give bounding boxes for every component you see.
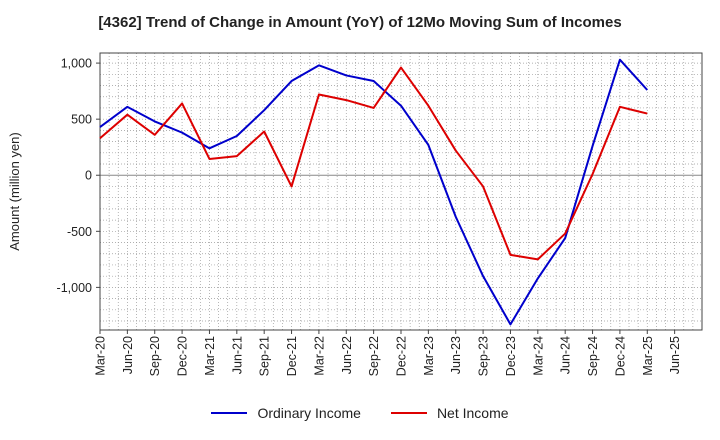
y-tick-label: -500 [67, 225, 92, 239]
series-line-ordinary-income [99, 58, 649, 326]
x-tick-label: Dec-22 [395, 336, 409, 376]
x-tick-label: Sep-23 [477, 336, 491, 376]
x-tick-label: Mar-23 [422, 336, 436, 376]
legend: Ordinary Income Net Income [0, 405, 720, 421]
x-tick-label: Mar-21 [203, 336, 217, 376]
chart-title: [4362] Trend of Change in Amount (YoY) o… [98, 14, 622, 31]
x-tick-label: Mar-22 [312, 336, 326, 376]
y-tick-label: -1,000 [57, 281, 92, 295]
x-tick-label: Jun-24 [559, 336, 573, 374]
x-tick-label: Dec-23 [504, 336, 518, 376]
x-tick-label: Dec-24 [613, 336, 627, 376]
x-tick-label: Sep-24 [586, 336, 600, 376]
x-tick-label: Jun-23 [449, 336, 463, 374]
legend-item-net-income: Net Income [390, 405, 509, 421]
line-chart: -1,000 -500 0 500 1,000 Mar-20 Jun-20 Sep-20 Dec… [7, 52, 703, 376]
x-tick-label: Dec-20 [176, 336, 190, 376]
y-tick-label: 0 [85, 169, 92, 183]
x-tick-label: Jun-20 [121, 336, 135, 374]
y-axis-label: Amount (million yen) [7, 132, 22, 251]
x-tick-label: Sep-22 [367, 336, 381, 376]
legend-label-ordinary-income: Ordinary Income [257, 405, 361, 421]
x-tick-label: Jun-25 [668, 336, 682, 374]
x-tick-label: Jun-22 [340, 336, 354, 374]
legend-label-net-income: Net Income [436, 405, 509, 421]
x-tick-label: Sep-20 [148, 336, 162, 376]
x-tick-label: Mar-25 [641, 336, 655, 376]
x-tick-label: Sep-21 [258, 336, 272, 376]
legend-swatch-ordinary-income [211, 412, 248, 414]
x-tick-label: Dec-21 [285, 336, 299, 376]
legend-item-ordinary-income: Ordinary Income [211, 405, 361, 421]
x-tick-label: Mar-24 [531, 336, 545, 376]
x-tick-label: Mar-20 [94, 336, 108, 376]
x-tick-label: Jun-21 [230, 336, 244, 374]
legend-swatch-net-income [390, 412, 427, 414]
y-tick-label: 500 [71, 113, 92, 127]
y-tick-label: 1,000 [61, 57, 92, 71]
series-line-net-income [99, 66, 648, 261]
